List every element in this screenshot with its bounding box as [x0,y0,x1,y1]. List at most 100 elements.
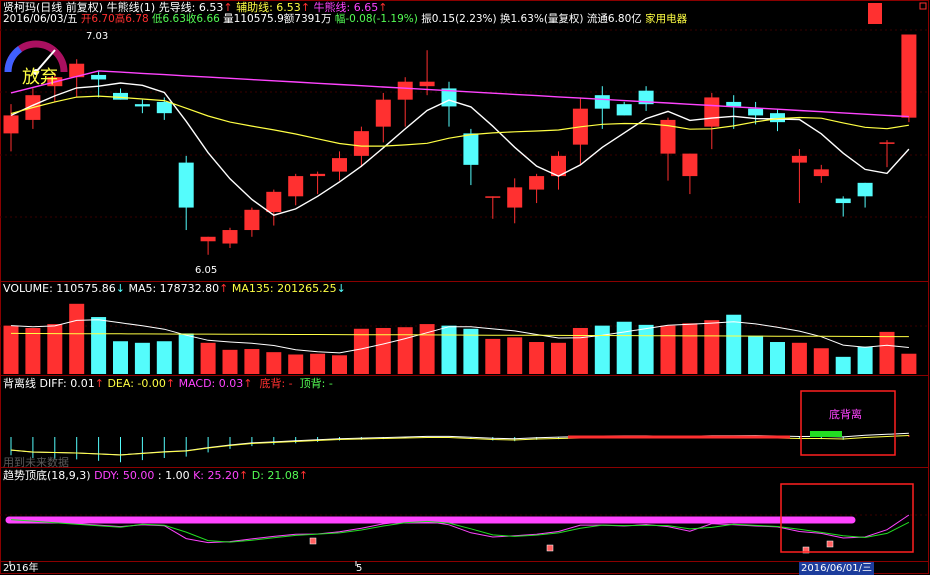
volume-bar [178,333,194,374]
top-right-marker [868,3,882,24]
quote-float: 流通6.80亿 [586,13,642,25]
quote-low: 低6.63 [152,13,186,25]
trend-ddy: DDY: 50.00 [94,469,155,482]
volume-bar [507,337,523,374]
header-line-2: 2016/06/03/五 开6.70高6.78 低6.63收6.66 量1105… [3,13,687,26]
quote-high: 高6.78 [114,13,149,25]
volume-bar [879,331,895,374]
volume-bar [69,303,85,374]
trend-name: 趋势顶底(18,9,3) [3,469,91,482]
trend-k: K: 25.20 [193,469,239,482]
volume-value: VOLUME: 110575.86 [3,282,116,295]
macd-bottom: 底背: - [259,377,293,390]
volume-bar [156,341,172,374]
volume-bar [222,349,238,374]
volume-bar [594,325,610,374]
future-data-note: 用到未来数据 [3,456,69,469]
volume-bar [748,335,764,374]
volume-bar [134,342,150,374]
volume-bar [288,354,304,374]
trend-signal-marker [826,540,834,548]
volume-bar [266,352,282,374]
volume-bar [200,342,216,374]
candle-body [748,108,764,116]
macd-dea: DEA: -0.00 [107,377,166,390]
candle-body [638,90,654,105]
candle-body [3,115,19,134]
candle-body [901,34,917,118]
bull-line-value: 牛熊线: 6.65 [313,1,379,14]
volume-bar [704,320,720,374]
volume-bar [91,317,107,374]
candle-body [770,113,785,123]
candle-body [682,153,698,177]
volume-ma5-line [10,319,909,354]
volume-bar [901,353,917,374]
candle-body [288,176,304,197]
candle-body [529,176,545,190]
price-low-label: 6.05 [195,265,218,276]
candle-body [660,119,676,154]
quote-change: 幅-0.08(-1.19%) [334,13,418,25]
volume-bar [660,325,676,374]
gauge-arc-low [4,46,23,73]
volume-bar [463,328,479,374]
candle-body [375,99,391,127]
volume-bar [485,338,501,374]
volume-bar [857,346,873,374]
candle-body [91,74,107,80]
trend-value: : 1.00 [157,469,190,482]
volume-bar [682,323,698,374]
volume-bar [572,327,588,374]
volume-bar [616,321,632,374]
candle-body [594,95,610,109]
volume-bar [441,325,457,374]
aux-line-value: 辅助线: 6.53 [236,1,301,14]
candle-body [200,236,216,242]
candle-body [835,198,851,204]
quote-amplitude: 振0.15(2.23%) [421,13,497,25]
macd-macd: MACD: 0.03 [178,377,244,390]
candle-body [485,196,501,198]
trend-signal-marker [546,544,554,552]
candle-body [156,101,172,114]
macd-top: 顶背: - [299,377,333,390]
macd-name: 背离线 [3,377,36,390]
volume-bar [310,353,326,374]
volume-bar [113,341,128,374]
candle-body [266,191,282,213]
bull-bear-line [10,70,909,118]
volume-bar [551,342,566,374]
candle-body [791,155,807,163]
volume-bar [770,342,785,374]
volume-bar [835,356,851,374]
candle-body [879,142,895,144]
quote-sector: 家用电器 [645,13,688,25]
candle-body [332,158,347,172]
ma-yellow-line [10,95,909,147]
volume-bar [419,324,435,374]
lead-line-value: 先导线: 6.53 [158,1,224,14]
candle-body [134,104,150,107]
divergence-signal-bar [810,431,842,437]
quote-date: 2016/06/03/五 [3,13,78,25]
candle-body [551,155,566,177]
candle-body [222,230,238,244]
candle-body [616,104,632,116]
quote-amount: 额7391万 [283,13,332,25]
volume-bar [813,348,829,374]
candle-body [113,92,128,100]
candle-body [310,173,326,177]
header-line-1: 贤柯玛(日线 前复权) 牛熊线(1) 先导线: 6.53↑ 辅助线: 6.53↑… [3,1,388,14]
candle-body [397,81,413,100]
volume-bar [726,314,742,374]
gauge-pivot [33,69,39,75]
gauge-label: 放弃 [22,67,58,88]
volume-bar [3,325,19,374]
volume-ma135: MA135: 201265.25 [231,282,337,295]
ma-white-line [10,82,910,216]
trend-signal-marker [802,546,810,554]
volume-bar [244,349,260,374]
candle-body [857,182,873,197]
xaxis-year: 2016年 [3,563,39,574]
